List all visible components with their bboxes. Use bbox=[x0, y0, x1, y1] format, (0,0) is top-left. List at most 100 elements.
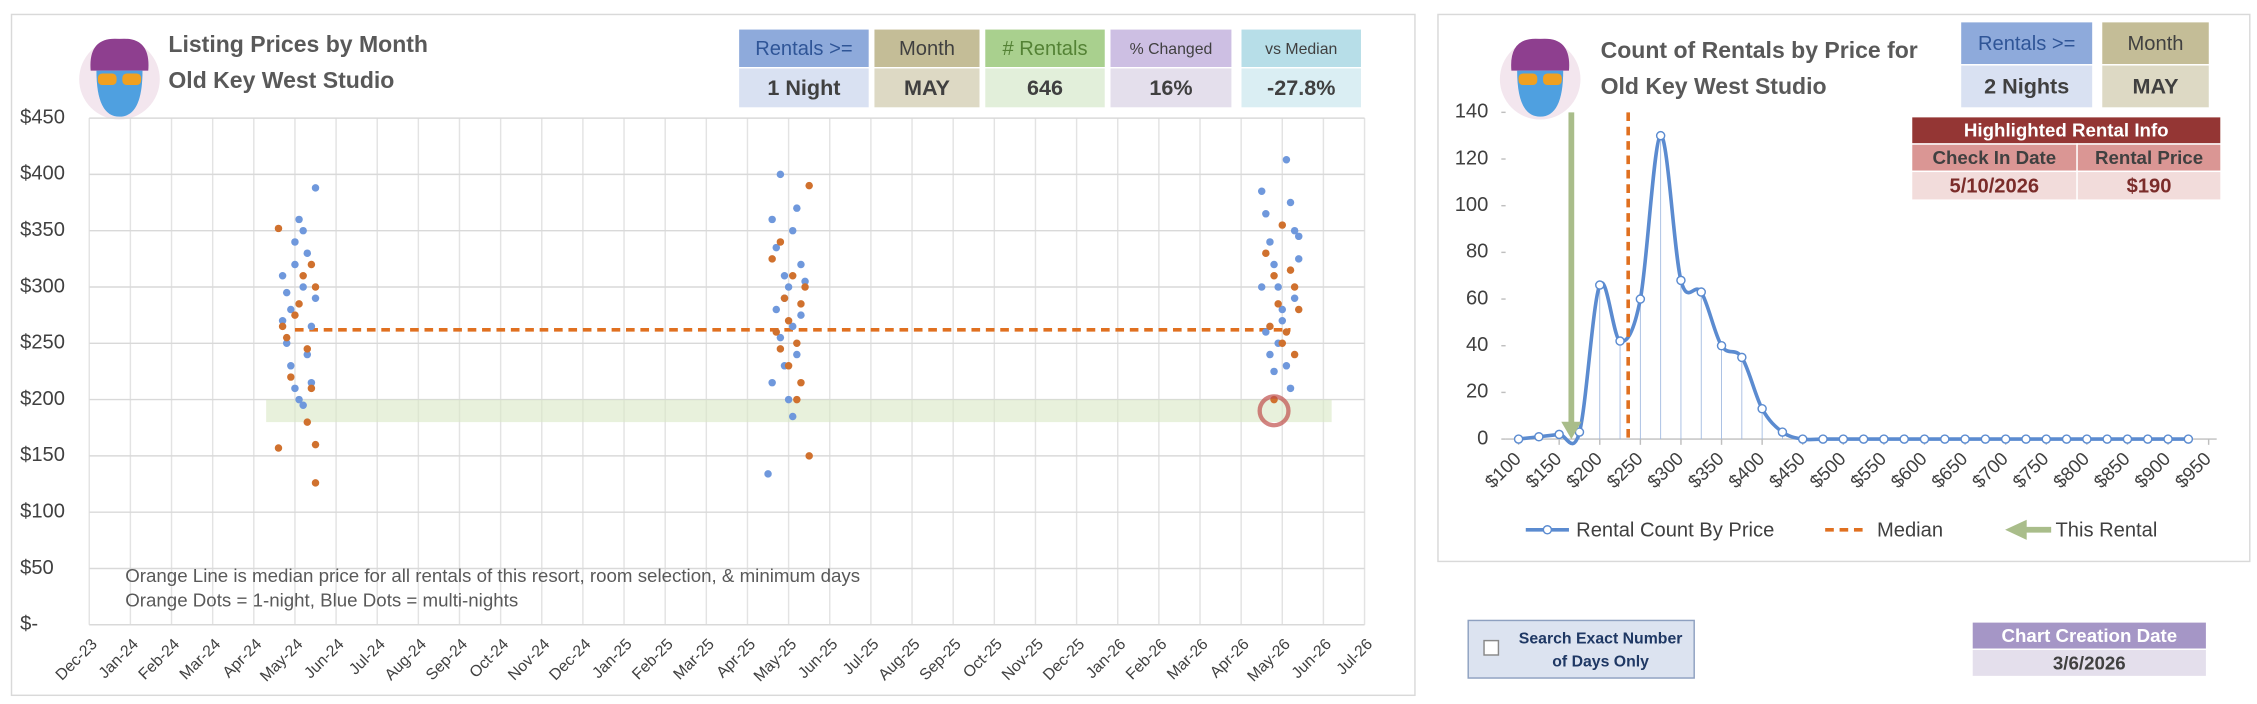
price-dot bbox=[1262, 328, 1270, 336]
info-value-cell bbox=[873, 66, 981, 109]
price-dot bbox=[291, 384, 299, 393]
count-marker bbox=[1655, 130, 1666, 141]
price-dot bbox=[784, 395, 793, 404]
price-dot bbox=[1282, 362, 1291, 370]
info-value: 1 Night bbox=[767, 75, 840, 100]
price-dot bbox=[291, 311, 299, 319]
price-dot bbox=[295, 215, 303, 224]
info-header-cell bbox=[1240, 28, 1363, 69]
legend-marker bbox=[1542, 525, 1553, 535]
date-value-cell bbox=[1971, 648, 2208, 678]
price-dot bbox=[1278, 221, 1287, 229]
y-tick-label: $150 bbox=[20, 444, 65, 466]
price-dot bbox=[287, 362, 295, 370]
highlight-circle bbox=[1257, 394, 1291, 428]
price-dot bbox=[282, 288, 291, 297]
count-marker bbox=[2122, 434, 2133, 444]
y-tick-label: 100 bbox=[1455, 194, 1489, 216]
table-value-cell bbox=[2076, 170, 2222, 201]
table-header: Rental Price bbox=[2095, 147, 2203, 168]
price-dot bbox=[776, 333, 785, 342]
price-dot bbox=[287, 305, 295, 314]
y-tick-label: 20 bbox=[1466, 381, 1488, 403]
table-value: 5/10/2026 bbox=[1950, 176, 2040, 198]
price-dot bbox=[1294, 305, 1303, 314]
price-dot bbox=[295, 300, 303, 308]
logo bbox=[79, 38, 160, 120]
count-marker bbox=[2041, 434, 2052, 444]
price-dot bbox=[772, 305, 781, 314]
price-dot bbox=[1274, 300, 1282, 308]
rental-arrow bbox=[1561, 112, 1582, 440]
price-dot bbox=[1278, 317, 1287, 325]
price-dot bbox=[1278, 305, 1287, 314]
count-marker bbox=[1818, 434, 1828, 444]
table-value-cell bbox=[1910, 170, 2078, 201]
checkbox-button[interactable] bbox=[1467, 619, 1695, 679]
table-title: Highlighted Rental Info bbox=[1964, 120, 2169, 141]
y-tick-label: 80 bbox=[1466, 241, 1488, 263]
info-value: 2 Nights bbox=[1984, 74, 2069, 99]
y-tick-label: $- bbox=[20, 613, 38, 635]
count-marker bbox=[1534, 432, 1544, 442]
y-tick-label: $200 bbox=[20, 388, 65, 410]
price-dot bbox=[1294, 232, 1303, 241]
price-dot bbox=[780, 294, 789, 302]
count-marker bbox=[1757, 403, 1767, 414]
price-dot bbox=[307, 322, 316, 331]
price-dot bbox=[1294, 255, 1303, 263]
price-dot bbox=[793, 339, 801, 348]
count-marker bbox=[2163, 434, 2173, 444]
price-dot bbox=[1286, 384, 1295, 393]
price-dot bbox=[797, 300, 805, 308]
checkbox-label: of Days Only bbox=[1552, 653, 1649, 670]
count-marker bbox=[1980, 434, 1991, 444]
price-dot bbox=[1290, 350, 1299, 359]
price-dot bbox=[772, 328, 781, 336]
info-value: 646 bbox=[1027, 75, 1063, 100]
price-dot bbox=[278, 271, 287, 280]
y-tick-label: $400 bbox=[20, 163, 65, 185]
y-tick-label: 40 bbox=[1466, 334, 1488, 356]
price-dot bbox=[768, 215, 776, 224]
price-dot bbox=[278, 322, 287, 331]
info-header: Rentals >= bbox=[755, 38, 852, 60]
info-header-cell bbox=[1959, 20, 2094, 66]
price-dot bbox=[291, 260, 299, 269]
info-value: MAY bbox=[2133, 74, 2180, 99]
count-marker bbox=[1696, 287, 1706, 297]
count-marker bbox=[2142, 434, 2153, 444]
price-dot bbox=[784, 283, 793, 291]
info-value: -27.8% bbox=[1267, 75, 1335, 100]
price-dot bbox=[784, 317, 793, 325]
price-band bbox=[266, 399, 1332, 423]
price-dot bbox=[299, 271, 307, 280]
price-dot bbox=[1262, 249, 1270, 257]
price-dot bbox=[788, 322, 797, 331]
table-header-cell bbox=[1910, 143, 2078, 173]
price-dot bbox=[1290, 283, 1299, 291]
y-tick-label: $250 bbox=[20, 332, 65, 354]
price-dot bbox=[1262, 210, 1270, 218]
date-header: Chart Creation Date bbox=[2001, 625, 2177, 646]
checkbox[interactable] bbox=[1483, 639, 1500, 656]
count-marker bbox=[1676, 275, 1686, 286]
info-value-cell bbox=[1959, 64, 2094, 109]
left-panel bbox=[10, 13, 1416, 697]
price-dot bbox=[768, 378, 776, 387]
info-header: # Rentals bbox=[1002, 38, 1087, 60]
y-tick-label: 140 bbox=[1455, 101, 1489, 123]
legend-label: Median bbox=[1877, 520, 1943, 542]
info-value: 16% bbox=[1149, 75, 1192, 100]
info-value-cell bbox=[2100, 64, 2211, 109]
price-dot bbox=[776, 238, 785, 246]
price-dot bbox=[295, 395, 303, 404]
price-dot bbox=[282, 339, 291, 348]
info-header: Rentals >= bbox=[1978, 33, 2075, 55]
count-marker bbox=[2082, 434, 2092, 444]
price-dot bbox=[797, 260, 805, 269]
info-header: vs Median bbox=[1265, 41, 1337, 58]
price-dot bbox=[307, 384, 316, 393]
legend-label: This Rental bbox=[2055, 520, 2157, 542]
